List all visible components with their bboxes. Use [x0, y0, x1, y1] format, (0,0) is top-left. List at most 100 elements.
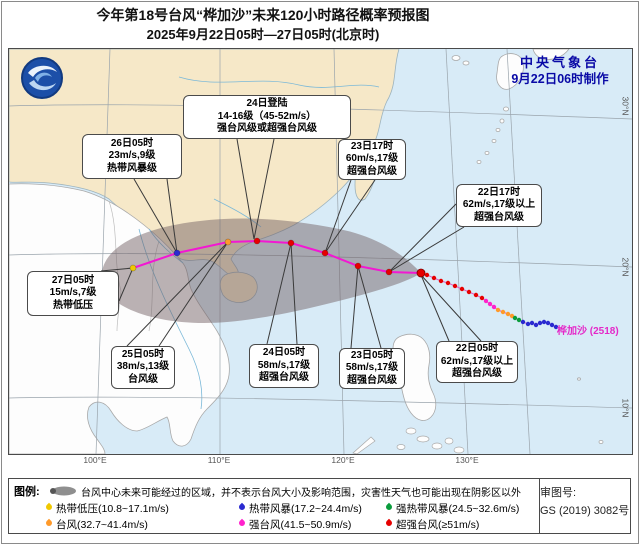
lat-label: 20°N — [620, 257, 631, 277]
pointer-line-c24land — [253, 138, 275, 240]
callout-text: 23日05时 — [350, 349, 394, 361]
history-point — [545, 320, 551, 326]
callout-text: 热带低压 — [53, 299, 93, 311]
history-point — [537, 320, 543, 326]
forecast-point — [321, 249, 329, 257]
callout-c23: 23日05时 58m/s,17级 超强台风级 — [339, 348, 405, 389]
lon-label: 130°E — [455, 455, 479, 465]
callout-text: 22日05时 — [455, 343, 499, 355]
pointer-line-c22 — [420, 274, 450, 342]
pointer-line-c25 — [126, 241, 229, 347]
lon-label: 110°E — [207, 455, 231, 465]
legend-left: 图例: 台风中心未来可能经过的区域，并不表示台风大小及影响范围，灾害性天气也可能… — [9, 479, 539, 533]
map-panel: 中央气象台 9月22日06时制作 桦加沙 (2518) 26日05时 23m/s,… — [8, 48, 633, 455]
callout-text: 台风级 — [128, 373, 158, 385]
legend-panel: 图例: 台风中心未来可能经过的区域，并不表示台风大小及影响范围，灾害性天气也可能… — [8, 478, 631, 534]
callout-c25: 25日05时 38m/s,13级 台风级 — [111, 346, 175, 389]
title-line1: 今年第18号台风“桦加沙”未来120小时路径概率预报图 — [96, 7, 430, 23]
legend-title: 图例: — [14, 486, 40, 498]
history-point — [487, 301, 493, 307]
history-point — [541, 319, 547, 325]
history-point — [495, 307, 501, 313]
history-point — [529, 320, 535, 326]
pointer-line-c27 — [100, 267, 134, 272]
history-point — [500, 309, 506, 315]
pointer-line-c27 — [118, 267, 134, 302]
callout-text: 超强台风级 — [452, 368, 502, 380]
legend-item: 台风(32.7~41.4m/s) — [56, 519, 148, 531]
pointer-line-c23 — [357, 265, 382, 349]
callout-text: 58m/s,17级 — [257, 359, 311, 371]
philippine-islands — [352, 427, 465, 454]
history-point — [452, 283, 458, 289]
history-point — [520, 319, 526, 325]
legend-dot-red — [384, 518, 394, 528]
callout-text: 23日17时 — [350, 140, 394, 152]
callout-text: 23m/s,9级 — [108, 150, 156, 162]
pointer-line-c22 — [420, 274, 482, 342]
history-point — [466, 289, 472, 295]
callout-text: 15m/s,7级 — [49, 287, 97, 299]
history-point — [483, 298, 489, 304]
callout-text: 超强台风级 — [347, 374, 397, 386]
history-point — [491, 304, 497, 310]
pointer-line-c22-17 — [388, 226, 465, 273]
pointer-line-c24land — [236, 138, 255, 240]
pointer-line-c24 — [266, 242, 292, 345]
callout-text: 强台风级或超强台风级 — [217, 123, 317, 135]
japan-islands — [451, 49, 604, 444]
callout-text: 超强台风级 — [474, 211, 524, 223]
lat-label: 10°N — [620, 398, 631, 418]
hainan-island — [219, 271, 258, 303]
lat-label: 30°N — [620, 96, 631, 116]
longitude-labels: 100°E 110°E 120°E 130°E — [8, 455, 631, 469]
history-point — [512, 315, 518, 321]
typhoon-track — [129, 237, 559, 330]
callout-text: 超强台风级 — [347, 165, 397, 177]
callout-c22: 22日05时 62m/s,17级以上 超强台风级 — [436, 341, 518, 383]
agency-name: 中央气象台 — [519, 55, 600, 70]
legend-item: 强热带风暴(24.5~32.6m/s) — [396, 503, 520, 515]
callout-c24land: 24日登陆 14-16级（45-52m/s） 强台风级或超强台风级 — [183, 95, 351, 139]
callout-text: 14-16级（45-52m/s） — [217, 110, 317, 122]
callout-text: 热带风暴级 — [107, 162, 157, 174]
issue-time: 9月22日06时制作 — [511, 72, 609, 86]
callout-text: 22日17时 — [477, 186, 521, 198]
pointer-line-c26 — [166, 178, 178, 254]
callout-text: 60m/s,17级 — [345, 153, 399, 165]
legend-item: 强台风(41.5~50.9m/s) — [249, 519, 352, 531]
cone-note: 台风中心未来可能经过的区域，并不表示台风大小及影响范围，灾害性天气也可能出现在阴… — [81, 488, 521, 499]
indochina-landmass — [9, 183, 230, 454]
history-point — [424, 272, 430, 278]
callout-pointer-lines — [100, 138, 482, 349]
callout-text: 62m/s,17级以上 — [440, 355, 514, 367]
agency-credit: 中央气象台 9月22日06时制作 — [487, 54, 633, 87]
callout-text: 25日05时 — [121, 348, 165, 360]
forecast-point — [385, 268, 393, 276]
pointer-line-c23 — [350, 265, 359, 349]
history-point — [553, 324, 559, 330]
callout-text: 58m/s,17级 — [345, 362, 399, 374]
current-position-marker — [416, 268, 426, 278]
legend-dot-yellow — [44, 502, 54, 512]
history-point — [516, 317, 522, 323]
legend-dot-green — [384, 502, 394, 512]
callout-text: 24日登陆 — [246, 98, 288, 110]
map-title: 今年第18号台风“桦加沙”未来120小时路径概率预报图 2025年9月22日05… — [8, 5, 518, 44]
history-point — [445, 280, 451, 286]
forecast-point — [354, 262, 362, 270]
legend-dot-blue — [237, 502, 247, 512]
storm-name-label: 桦加沙 (2518) — [557, 326, 619, 337]
callout-text: 27日05时 — [51, 274, 95, 286]
map-review-number: 审图号: GS (2019) 3082号 — [540, 484, 629, 520]
forecast-point — [287, 239, 295, 247]
pointer-line-c25 — [158, 241, 229, 347]
forecast-point — [129, 264, 137, 272]
callout-text: 62m/s,17级以上 — [462, 199, 536, 211]
review-label: 审图号: — [540, 487, 577, 499]
pointer-line-c23-17 — [324, 179, 352, 254]
cma-logo — [21, 57, 63, 99]
callout-c26: 26日05时 23m/s,9级 热带风暴级 — [82, 134, 182, 179]
callout-c27: 27日05时 15m/s,7级 热带低压 — [27, 271, 119, 316]
history-point — [533, 322, 539, 328]
